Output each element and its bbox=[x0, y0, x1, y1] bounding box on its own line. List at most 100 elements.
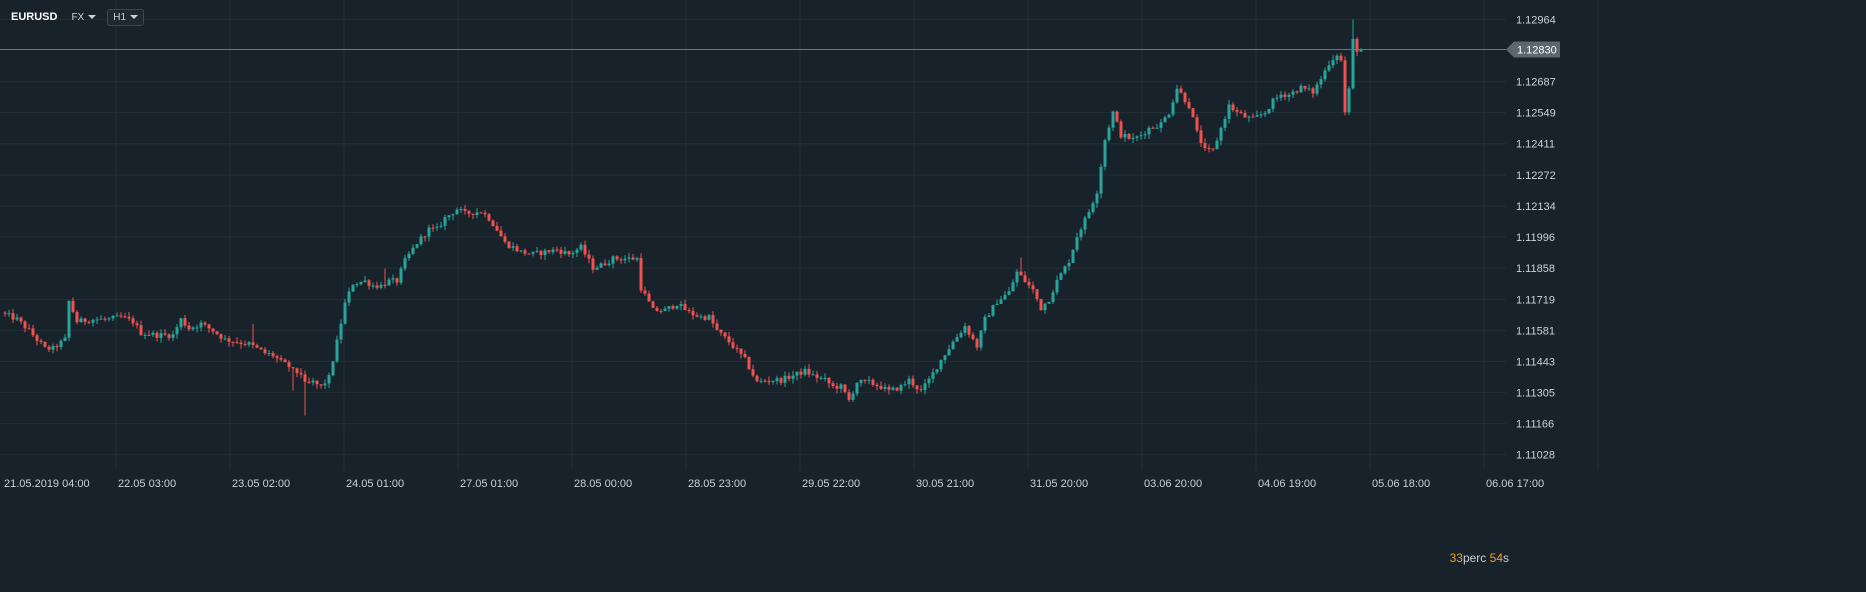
candle[interactable] bbox=[335, 335, 339, 363]
candle[interactable] bbox=[667, 306, 671, 312]
candle[interactable] bbox=[851, 391, 855, 403]
candle[interactable] bbox=[303, 370, 307, 416]
candle[interactable] bbox=[755, 374, 759, 383]
candle[interactable] bbox=[555, 246, 559, 253]
candle[interactable] bbox=[1291, 89, 1295, 99]
candle[interactable] bbox=[815, 370, 819, 383]
candle[interactable] bbox=[459, 206, 463, 213]
candle[interactable] bbox=[203, 321, 207, 327]
candle[interactable] bbox=[127, 311, 131, 321]
candle[interactable] bbox=[1099, 163, 1103, 199]
candle[interactable] bbox=[1327, 60, 1331, 73]
candle[interactable] bbox=[163, 328, 167, 337]
candle[interactable] bbox=[19, 316, 23, 325]
candle[interactable] bbox=[463, 205, 467, 215]
candle[interactable] bbox=[103, 316, 107, 322]
candle[interactable] bbox=[383, 268, 387, 289]
candle[interactable] bbox=[623, 255, 627, 264]
candle[interactable] bbox=[155, 331, 159, 342]
candle[interactable] bbox=[315, 380, 319, 389]
candle[interactable] bbox=[735, 344, 739, 353]
candle[interactable] bbox=[1067, 259, 1071, 271]
candle[interactable] bbox=[571, 250, 575, 259]
candle[interactable] bbox=[827, 377, 831, 389]
candle[interactable] bbox=[695, 312, 699, 318]
candle[interactable] bbox=[619, 257, 623, 264]
candle[interactable] bbox=[627, 252, 631, 263]
candle[interactable] bbox=[1215, 137, 1219, 150]
candle[interactable] bbox=[3, 311, 7, 317]
candle[interactable] bbox=[363, 275, 367, 283]
candle[interactable] bbox=[963, 322, 967, 336]
candle[interactable] bbox=[455, 207, 459, 215]
candle[interactable] bbox=[547, 249, 551, 255]
candle[interactable] bbox=[615, 255, 619, 262]
candle[interactable] bbox=[1263, 110, 1267, 117]
candle[interactable] bbox=[919, 385, 923, 393]
candle[interactable] bbox=[1115, 110, 1119, 123]
candle[interactable] bbox=[727, 332, 731, 346]
candle[interactable] bbox=[743, 350, 747, 359]
candle[interactable] bbox=[711, 311, 715, 328]
candle[interactable] bbox=[807, 364, 811, 378]
candle[interactable] bbox=[1191, 108, 1195, 118]
candle[interactable] bbox=[467, 209, 471, 218]
candle[interactable] bbox=[1183, 91, 1187, 105]
candle[interactable] bbox=[263, 347, 267, 355]
candle[interactable] bbox=[543, 248, 547, 260]
candle[interactable] bbox=[507, 241, 511, 249]
candle[interactable] bbox=[939, 359, 943, 373]
candle[interactable] bbox=[247, 340, 251, 348]
candle[interactable] bbox=[179, 317, 183, 331]
candle[interactable] bbox=[1143, 131, 1147, 140]
candle[interactable] bbox=[87, 320, 91, 325]
candle[interactable] bbox=[1055, 275, 1059, 295]
symbol-label[interactable]: EURUSD bbox=[11, 11, 58, 23]
candle[interactable] bbox=[975, 337, 979, 351]
candle[interactable] bbox=[319, 384, 323, 389]
candle[interactable] bbox=[931, 368, 935, 384]
candle[interactable] bbox=[1071, 249, 1075, 264]
candle[interactable] bbox=[227, 336, 231, 347]
candle[interactable] bbox=[359, 281, 363, 286]
candle[interactable] bbox=[491, 219, 495, 227]
candle[interactable] bbox=[1343, 56, 1347, 116]
candle[interactable] bbox=[67, 300, 71, 342]
candle[interactable] bbox=[1163, 115, 1167, 123]
candle[interactable] bbox=[1239, 109, 1243, 114]
candle[interactable] bbox=[95, 316, 99, 324]
candle[interactable] bbox=[599, 262, 603, 268]
candle[interactable] bbox=[523, 248, 527, 256]
candle[interactable] bbox=[947, 344, 951, 356]
candle[interactable] bbox=[1323, 67, 1327, 82]
candle[interactable] bbox=[1259, 111, 1263, 119]
candle[interactable] bbox=[835, 382, 839, 394]
candle[interactable] bbox=[403, 254, 407, 271]
candle[interactable] bbox=[375, 281, 379, 290]
candle[interactable] bbox=[591, 255, 595, 274]
candle[interactable] bbox=[799, 368, 803, 379]
candle[interactable] bbox=[823, 373, 827, 382]
candle[interactable] bbox=[115, 312, 119, 317]
candle[interactable] bbox=[751, 364, 755, 378]
candle[interactable] bbox=[955, 333, 959, 342]
candle[interactable] bbox=[1075, 232, 1079, 253]
candle[interactable] bbox=[903, 380, 907, 387]
candle[interactable] bbox=[1351, 19, 1355, 90]
candle[interactable] bbox=[1155, 123, 1159, 129]
candle[interactable] bbox=[311, 377, 315, 386]
candle[interactable] bbox=[39, 338, 43, 345]
candle[interactable] bbox=[1199, 125, 1203, 147]
candle[interactable] bbox=[887, 384, 891, 395]
candle[interactable] bbox=[699, 313, 703, 320]
candle[interactable] bbox=[427, 224, 431, 242]
candle[interactable] bbox=[63, 334, 67, 342]
candle[interactable] bbox=[167, 333, 171, 341]
candle[interactable] bbox=[1011, 279, 1015, 292]
candle[interactable] bbox=[55, 343, 59, 352]
candle[interactable] bbox=[283, 358, 287, 363]
candle[interactable] bbox=[995, 299, 999, 306]
candle[interactable] bbox=[519, 250, 523, 253]
candle[interactable] bbox=[535, 246, 539, 253]
candle[interactable] bbox=[215, 330, 219, 335]
